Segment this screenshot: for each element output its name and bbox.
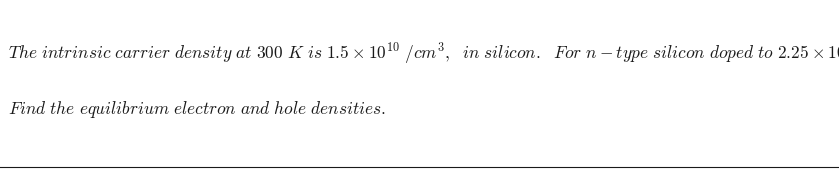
Text: $\mathit{Find\ the\ equilibrium\ electron\ and\ hole\ densities.}$: $\mathit{Find\ the\ equilibrium\ electro… <box>8 99 387 120</box>
Text: $\mathit{The\ intrinsic\ carrier\ density\ at\ 300\ K\ is\ 1.5\times10^{10}\ /cm: $\mathit{The\ intrinsic\ carrier\ densit… <box>8 41 839 66</box>
